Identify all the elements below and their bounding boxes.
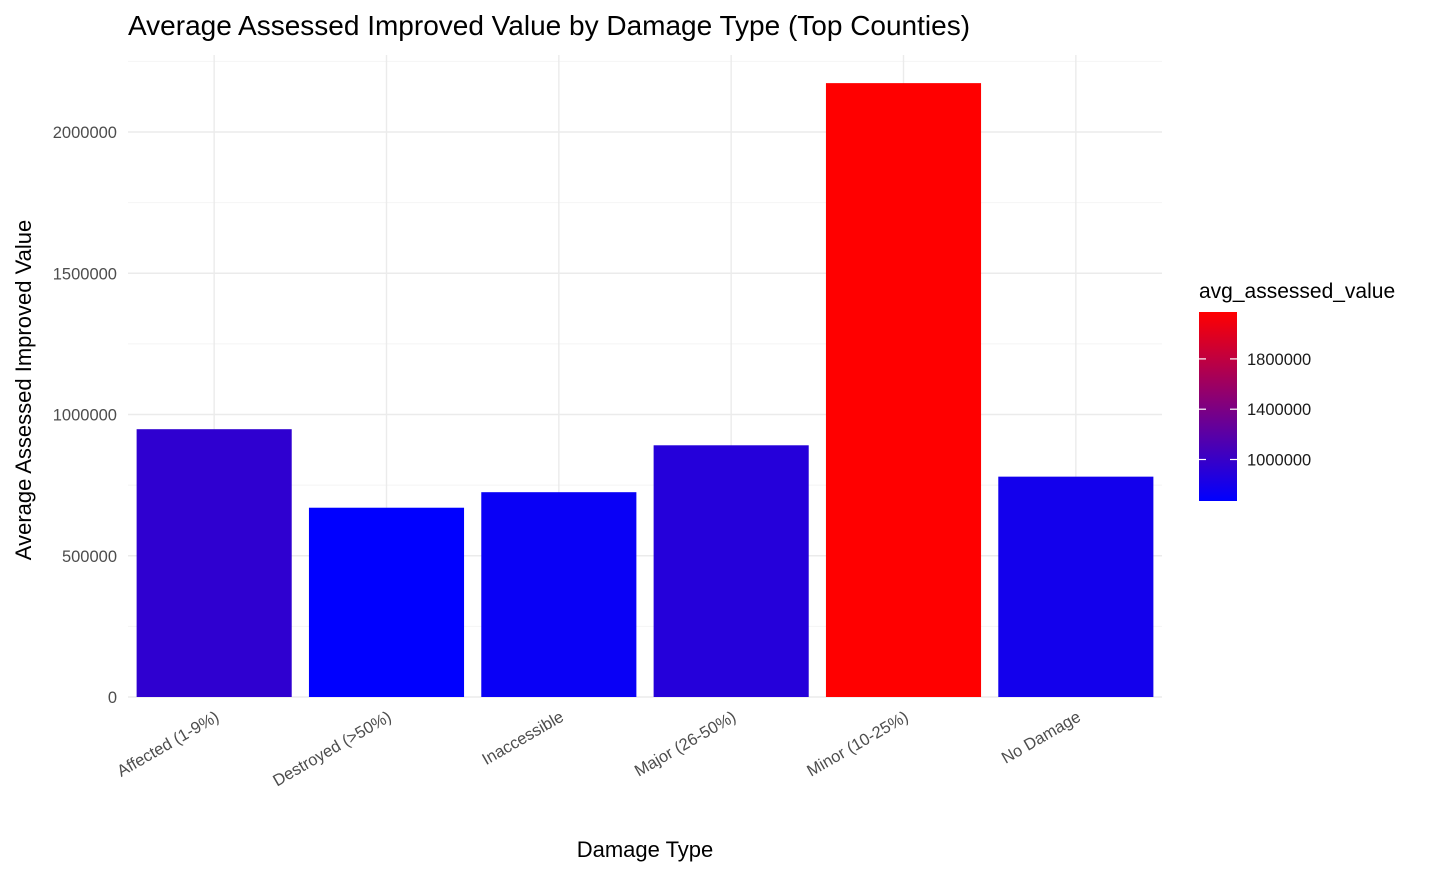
chart-title: Average Assessed Improved Value by Damag…: [128, 10, 970, 41]
x-axis-title: Damage Type: [577, 837, 714, 862]
y-tick-label: 500000: [62, 548, 117, 566]
y-tick-label: 1000000: [53, 407, 117, 425]
bar: [308, 507, 465, 697]
legend-tick-label: 1000000: [1247, 452, 1311, 470]
legend: avg_assessed_value 1000000 1400000 1800000: [1199, 280, 1395, 501]
y-tick-label: 2000000: [53, 124, 117, 142]
y-tick-label: 0: [108, 689, 117, 707]
legend-tick-label: 1800000: [1247, 351, 1311, 369]
legend-colorbar: [1199, 312, 1237, 501]
bar: [825, 83, 982, 697]
legend-title: avg_assessed_value: [1199, 280, 1395, 303]
x-tick-label: Inaccessible: [479, 708, 567, 769]
y-axis-ticks: 0 500000 1000000 1500000 2000000: [53, 124, 117, 707]
bar: [998, 476, 1154, 697]
bar: [653, 445, 809, 697]
bars: [136, 83, 1154, 697]
x-tick-label: Minor (10-25%): [804, 708, 911, 780]
bar: [136, 429, 292, 697]
x-tick-label: Major (26-50%): [632, 708, 739, 780]
x-tick-label: Affected (1-9%): [114, 708, 222, 781]
y-tick-label: 1500000: [53, 265, 117, 283]
x-tick-label: No Damage: [999, 708, 1084, 768]
legend-tick-label: 1400000: [1247, 401, 1311, 419]
y-axis-title: Average Assessed Improved Value: [11, 220, 36, 560]
x-axis-ticks: Affected (1-9%) Destroyed (>50%) Inaccessi…: [114, 708, 1084, 790]
bar: [481, 492, 637, 697]
x-tick-label: Destroyed (>50%): [270, 708, 395, 790]
legend-ticks: 1000000 1400000 1800000: [1199, 351, 1311, 470]
